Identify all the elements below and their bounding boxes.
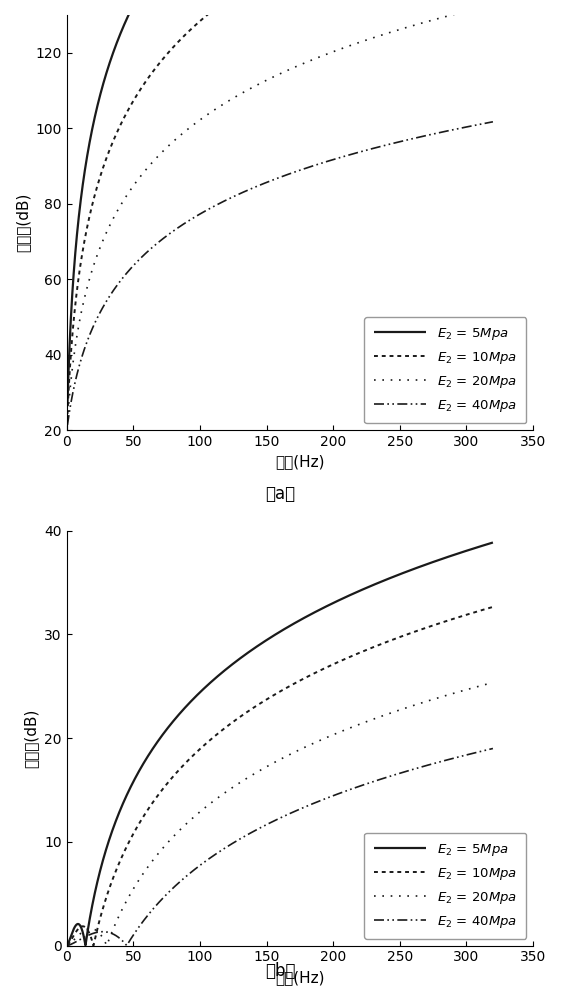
Y-axis label: 隔振度(dB): 隔振度(dB) <box>24 708 39 768</box>
Text: （b）: （b） <box>265 962 296 980</box>
X-axis label: 频率(Hz): 频率(Hz) <box>275 970 325 985</box>
Y-axis label: 隔振度(dB): 隔振度(dB) <box>15 193 30 252</box>
X-axis label: 频率(Hz): 频率(Hz) <box>275 454 325 469</box>
Legend: $E_2$ = 5$Mpa$, $E_2$ = 10$Mpa$, $E_2$ = 20$Mpa$, $E_2$ = 40$Mpa$: $E_2$ = 5$Mpa$, $E_2$ = 10$Mpa$, $E_2$ =… <box>365 317 526 423</box>
Legend: $E_2$ = 5$Mpa$, $E_2$ = 10$Mpa$, $E_2$ = 20$Mpa$, $E_2$ = 40$Mpa$: $E_2$ = 5$Mpa$, $E_2$ = 10$Mpa$, $E_2$ =… <box>365 833 526 939</box>
Text: （a）: （a） <box>265 485 296 503</box>
